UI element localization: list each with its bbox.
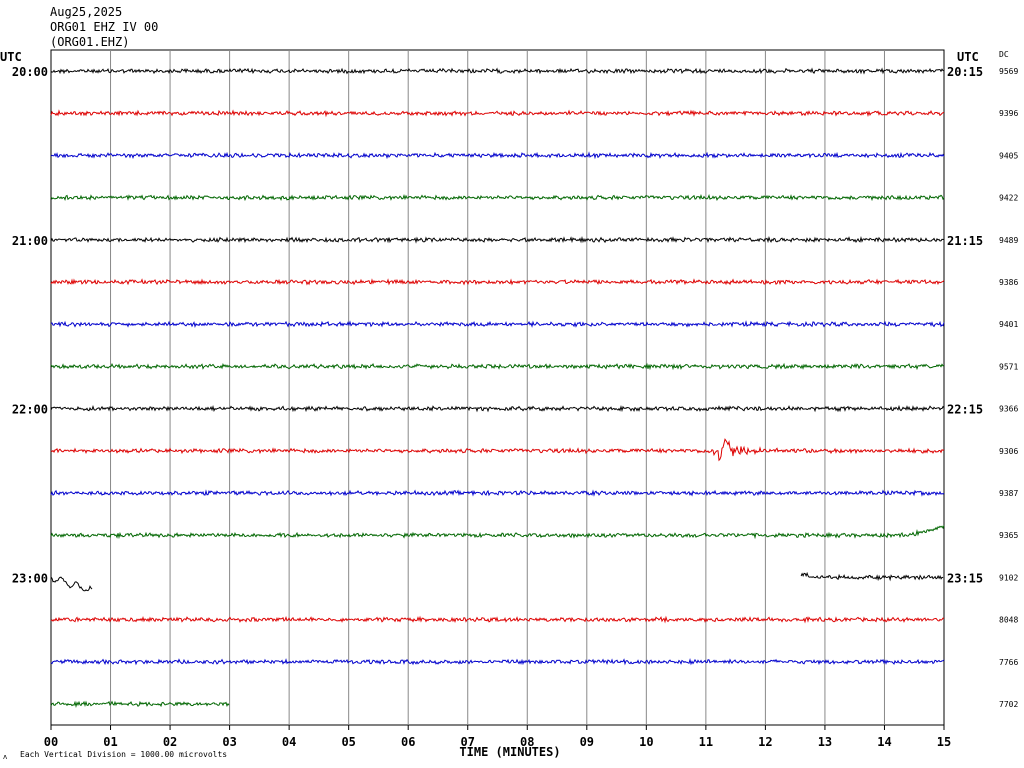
header-date: Aug25,2025 [50,5,122,19]
x-tick-label: 00 [44,735,58,749]
trace-line [50,235,945,244]
header-station: ORG01 EHZ IV 00 [50,20,158,34]
header-channel: (ORG01.EHZ) [50,35,129,49]
x-tick-label: 03 [222,735,236,749]
scale-footnote: Each Vertical Division = 1000.00 microvo… [20,750,227,759]
utc-label-left: UTC [0,50,22,64]
trace-line [50,438,945,462]
x-tick-label: 10 [639,735,653,749]
trace-line [50,700,230,708]
x-tick-label: 07 [461,735,475,749]
trace-line [50,278,945,286]
trace-line [50,109,945,118]
x-tick-label: 09 [580,735,594,749]
x-tick-label: 08 [520,735,534,749]
hour-label-right: 20:15 [947,65,983,79]
trace-line [50,615,945,624]
dc-value: 9405 [999,151,1018,160]
trace-line [50,404,945,413]
dc-value: 9387 [999,489,1018,498]
hour-label-left: 21:00 [12,234,48,248]
dc-value: 9489 [999,236,1018,245]
grid-lines [50,49,945,726]
x-tick-label: 15 [937,735,951,749]
trace-line [50,658,945,666]
dc-value: 9401 [999,320,1018,329]
dc-value: 9365 [999,531,1018,540]
x-tick-label: 12 [758,735,772,749]
plot-frame [50,49,945,726]
trace-line [50,194,945,202]
hour-label-left: 20:00 [12,65,48,79]
dc-value: 8048 [999,616,1018,625]
trace-line [50,525,945,540]
dc-value: 9396 [999,109,1018,118]
dc-value: 9102 [999,573,1018,582]
x-tick-label: 11 [699,735,713,749]
x-tick-label: 06 [401,735,415,749]
x-tick-label: 05 [341,735,355,749]
dc-value: 7766 [999,658,1018,667]
hour-label-right: 22:15 [947,403,983,417]
x-tick-label: 13 [818,735,832,749]
x-tick-label: 04 [282,735,296,749]
hour-label-right: 23:15 [947,571,983,585]
scale-mark: ʌ [3,753,7,761]
dc-value: 9306 [999,447,1018,456]
hour-label-left: 23:00 [12,571,48,585]
dc-value: 9366 [999,405,1018,414]
dc-value: 9571 [999,362,1018,371]
dc-header: DC [999,50,1009,59]
trace-line [50,489,945,497]
dc-value: 9422 [999,194,1018,203]
trace-line [50,576,93,592]
trace-line [50,151,945,160]
trace-line [800,571,944,582]
x-tick-label: 14 [877,735,891,749]
utc-label-right: UTC [957,50,979,64]
x-tick-label: 02 [163,735,177,749]
trace-line [50,67,945,75]
hour-label-right: 21:15 [947,234,983,248]
dc-value: 7702 [999,700,1018,709]
trace-line [50,320,945,329]
dc-value: 9386 [999,278,1018,287]
hour-label-left: 22:00 [12,403,48,417]
x-axis-label: TIME (MINUTES) [459,745,560,759]
trace-labels: 20:00 20:15 9569 9396 9405 9422 21:00 21:15 9489… [12,65,1019,709]
trace-line [50,362,945,371]
seismic-traces [50,67,945,708]
dc-value: 9569 [999,67,1018,76]
x-axis-ticks: 00 01 02 03 04 05 06 07 08 09 10 11 12 13 14 15 [44,725,951,749]
x-tick-label: 01 [103,735,117,749]
